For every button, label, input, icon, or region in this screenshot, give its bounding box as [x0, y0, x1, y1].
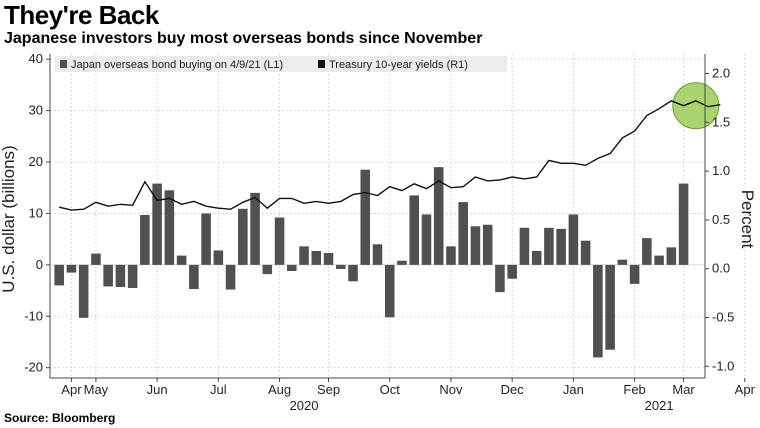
bar: [262, 264, 273, 275]
x-tick-label: Sep: [317, 382, 340, 397]
x-tick-label: Aug: [268, 382, 291, 397]
bar: [372, 244, 383, 265]
bar: [250, 192, 260, 265]
bar: [152, 183, 162, 265]
x-tick-label: Feb: [623, 382, 645, 397]
bar: [91, 253, 101, 265]
left-tick-label: 10: [29, 205, 43, 220]
bar: [299, 246, 309, 265]
bar: [482, 224, 493, 265]
bar: [629, 264, 640, 284]
bar: [678, 183, 689, 265]
legend-label-bars: Japan overseas bond buying on 4/9/21 (L1…: [71, 59, 283, 71]
x-tick-label: May: [84, 382, 109, 397]
left-tick-label: 40: [29, 51, 43, 66]
bar: [78, 264, 89, 318]
chart-title: They're Back: [4, 0, 159, 30]
bar: [274, 217, 285, 265]
right-tick-label: -1.0: [712, 358, 734, 373]
bar: [654, 255, 664, 265]
bar: [409, 195, 420, 265]
bar: [176, 255, 187, 265]
bar: [568, 214, 579, 265]
bar: [66, 264, 77, 273]
year-label: 2020: [290, 398, 319, 413]
right-axis-label: Percent: [738, 190, 757, 249]
x-tick-label: Oct: [380, 382, 401, 397]
left-axis-label: U.S. dollar (billions): [0, 145, 18, 292]
bar: [666, 247, 677, 265]
bar: [446, 246, 456, 265]
bar: [519, 227, 530, 265]
bar: [238, 208, 248, 265]
legend-swatch-bars: [60, 60, 67, 68]
left-tick-label: -20: [24, 360, 43, 375]
bar: [140, 214, 150, 265]
year-label: 2021: [645, 398, 674, 413]
bar: [115, 264, 126, 287]
left-tick-label: 0: [36, 257, 43, 272]
bar: [556, 228, 566, 265]
right-tick-label: 2.0: [712, 66, 730, 81]
bar: [164, 190, 175, 265]
bar: [225, 264, 236, 290]
x-tick-label: Dec: [501, 382, 525, 397]
right-tick-label: -0.5: [712, 309, 734, 324]
x-tick-label: Jun: [147, 382, 168, 397]
bar: [642, 238, 652, 265]
bar: [544, 227, 554, 265]
bar: [580, 240, 591, 265]
bar: [495, 264, 505, 293]
right-tick-label: 0.5: [712, 212, 730, 227]
bar: [335, 264, 346, 269]
right-tick-label: 1.0: [712, 163, 730, 178]
bar: [593, 264, 603, 358]
legend-label-line: Treasury 10-year yields (R1): [329, 59, 468, 71]
bar: [360, 169, 371, 265]
bar: [323, 253, 334, 265]
x-tick-label: Apr: [735, 382, 756, 397]
bar: [470, 226, 481, 265]
highlight-circle: [672, 82, 720, 130]
bar: [348, 264, 358, 282]
bar: [433, 167, 444, 265]
legend-box: [55, 56, 507, 72]
right-tick-label: 1.5: [712, 114, 730, 129]
bar: [531, 250, 542, 265]
left-tick-label: -10: [24, 308, 43, 323]
x-tick-label: Jul: [210, 382, 227, 397]
x-tick-label: Jan: [563, 382, 584, 397]
left-tick-label: 20: [29, 154, 43, 169]
bar: [384, 264, 395, 318]
bar: [54, 264, 64, 286]
bar: [201, 213, 211, 265]
bar: [127, 264, 138, 288]
bar: [617, 259, 628, 265]
source-note: Source: Bloomberg: [4, 411, 116, 425]
legend-swatch-line: [318, 60, 325, 68]
x-tick-label: Nov: [439, 382, 463, 397]
bar: [605, 264, 615, 350]
chart-subtitle: Japanese investors buy most overseas bon…: [4, 30, 483, 47]
bar: [189, 264, 199, 290]
x-tick-label: Mar: [672, 382, 695, 397]
bar: [311, 250, 322, 265]
bar: [103, 264, 113, 287]
bar: [458, 202, 468, 265]
bar: [213, 250, 224, 265]
left-tick-label: 30: [29, 103, 43, 118]
bar: [507, 264, 517, 279]
yield-line: [59, 100, 721, 211]
bar: [287, 264, 297, 272]
right-tick-label: 0.0: [712, 261, 730, 276]
bar: [397, 260, 407, 265]
x-tick-label: Apr: [61, 382, 82, 397]
bar: [421, 214, 432, 265]
